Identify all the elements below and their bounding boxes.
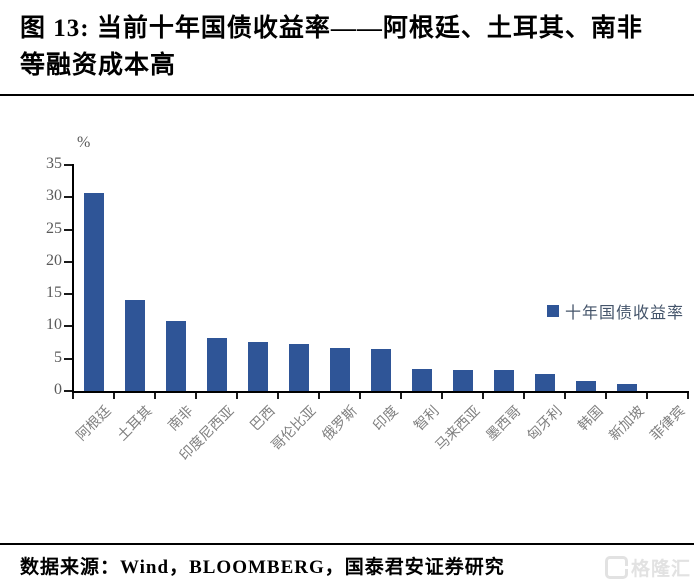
y-axis-tick — [64, 196, 72, 198]
x-axis-label-俄罗斯: 俄罗斯 — [320, 403, 361, 445]
x-axis-label-墨西哥: 墨西哥 — [484, 403, 525, 445]
y-axis-tick-label: 35 — [46, 155, 62, 172]
x-axis-label-印度: 印度 — [371, 403, 402, 435]
x-axis-tick — [277, 393, 279, 399]
x-axis-line — [72, 391, 689, 393]
x-axis-tick — [482, 393, 484, 399]
x-axis-label-菲律宾: 菲律宾 — [648, 403, 689, 445]
bar-chart: % 十年国债收益率 0 5 10 15 20 25 30 35 阿根廷 土耳其 南非 印度尼西亚 巴西哥… — [0, 94, 694, 543]
x-axis-tick — [318, 393, 320, 399]
y-axis-unit-label: % — [77, 134, 91, 151]
x-axis-label-马来西亚: 马来西亚 — [433, 403, 484, 455]
bar-智利 — [412, 369, 432, 391]
legend-marker-icon — [547, 305, 559, 317]
bar-韩国 — [576, 381, 596, 391]
x-axis-label-匈牙利: 匈牙利 — [525, 403, 566, 445]
bar-土耳其 — [125, 300, 145, 391]
x-axis-label-巴西: 巴西 — [248, 403, 279, 435]
bar-新加坡 — [617, 384, 637, 391]
bar-墨西哥 — [494, 370, 514, 391]
x-axis-tick — [72, 393, 74, 399]
y-axis-tick-label: 20 — [46, 252, 62, 269]
figure-title-line-2: 等融资成本高 — [20, 52, 177, 79]
bar-马来西亚 — [453, 370, 473, 391]
y-axis-tick — [64, 358, 72, 360]
x-axis-label-新加坡: 新加坡 — [607, 403, 648, 445]
y-axis-tick-label: 0 — [54, 381, 62, 398]
figure-header: 图 13: 当前十年国债收益率——阿根廷、土耳其、南非 等融资成本高 — [0, 0, 694, 96]
x-axis-label-哥伦比亚: 哥伦比亚 — [269, 403, 320, 455]
x-axis-tick — [687, 393, 689, 399]
x-axis-tick — [195, 393, 197, 399]
gelonghui-logo-icon — [604, 556, 628, 579]
x-axis-tick — [359, 393, 361, 399]
x-axis-tick — [113, 393, 115, 399]
bar-阿根廷 — [84, 193, 104, 391]
y-axis-tick-label: 10 — [46, 316, 62, 333]
x-axis-tick — [400, 393, 402, 399]
bar-俄罗斯 — [330, 348, 350, 391]
y-axis-tick — [64, 229, 72, 231]
figure-title-line-1: 图 13: 当前十年国债收益率——阿根廷、土耳其、南非 — [20, 15, 643, 42]
bar-哥伦比亚 — [289, 344, 309, 391]
bar-印度 — [371, 349, 391, 391]
y-axis-tick-label: 30 — [46, 187, 62, 204]
watermark-text: 格隆汇 — [630, 559, 691, 580]
x-axis-tick — [605, 393, 607, 399]
bar-印度尼西亚 — [207, 338, 227, 391]
gelonghui-watermark: 格隆汇 — [604, 554, 691, 581]
y-axis-line — [72, 164, 74, 393]
y-axis-tick — [64, 390, 72, 392]
y-axis-tick — [64, 293, 72, 295]
y-axis-tick-label: 15 — [46, 284, 62, 301]
bar-匈牙利 — [535, 374, 555, 391]
chart-legend: 十年国债收益率 — [547, 299, 684, 323]
x-axis-label-韩国: 韩国 — [576, 403, 607, 435]
bar-巴西 — [248, 342, 268, 391]
x-axis-label-土耳其: 土耳其 — [115, 403, 156, 445]
x-axis-label-南非: 南非 — [166, 403, 197, 435]
x-axis-label-阿根廷: 阿根廷 — [74, 403, 115, 445]
x-axis-tick — [441, 393, 443, 399]
data-source-text: 数据来源：Wind，BLOOMBERG，国泰君安证券研究 — [20, 557, 505, 578]
figure-footer: 数据来源：Wind，BLOOMBERG，国泰君安证券研究 — [0, 543, 694, 579]
x-axis-tick — [154, 393, 156, 399]
legend-label: 十年国债收益率 — [565, 305, 685, 322]
x-axis-label-智利: 智利 — [412, 403, 443, 435]
bar-南非 — [166, 321, 186, 391]
y-axis-tick — [64, 261, 72, 263]
y-axis-tick-label: 5 — [54, 349, 62, 366]
y-axis-tick-label: 25 — [46, 220, 62, 237]
x-axis-tick — [646, 393, 648, 399]
x-axis-tick — [564, 393, 566, 399]
x-axis-tick — [236, 393, 238, 399]
y-axis-tick — [64, 325, 72, 327]
x-axis-tick — [523, 393, 525, 399]
y-axis-tick — [64, 164, 72, 166]
